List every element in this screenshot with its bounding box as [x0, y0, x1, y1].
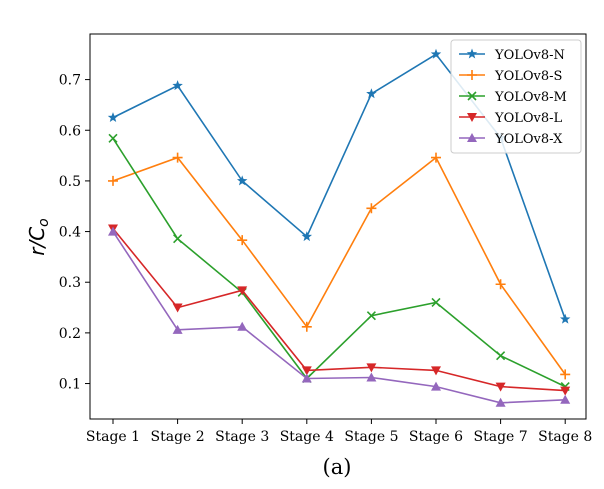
- x-tick-label: Stage 4: [280, 429, 334, 445]
- legend-label: YOLOv8-X: [494, 132, 563, 147]
- data-point: [301, 366, 312, 376]
- axis-ticks: Stage 1 Stage 2 Stage 3 Stage 4 Stage 5 Stage…: [59, 73, 593, 445]
- y-tick-label: 0.3: [59, 275, 81, 291]
- data-point: [559, 313, 571, 324]
- y-tick-label: 0.5: [59, 174, 81, 190]
- data-point: [236, 175, 248, 186]
- data-point: [431, 297, 441, 308]
- data-point: [467, 70, 477, 80]
- series-line: [112, 137, 566, 388]
- data-point: [496, 351, 506, 361]
- data-point: [430, 48, 442, 59]
- data-point: [466, 48, 478, 59]
- data-point: [560, 386, 571, 396]
- data-point: [366, 363, 377, 373]
- data-point: [366, 372, 377, 382]
- data-point: [237, 286, 248, 296]
- data-point: [431, 152, 441, 163]
- series-line: [112, 227, 566, 392]
- x-tick-label: Stage 2: [151, 429, 205, 445]
- data-point: [366, 311, 376, 321]
- legend: YOLOv8-N YOLOv8-S YOLOv8-M YOLOv8-L YOLOv8-X: [450, 39, 582, 154]
- data-point: [301, 231, 313, 242]
- data-point: [495, 382, 506, 392]
- data-point: [172, 152, 183, 163]
- data-point: [467, 113, 477, 122]
- data-point: [560, 369, 571, 380]
- y-tick-label: 0.6: [59, 123, 81, 139]
- legend-label: YOLOv8-L: [494, 111, 563, 126]
- data-point: [108, 226, 118, 236]
- y-tick-label: 0.4: [59, 225, 81, 241]
- data-point: [172, 80, 183, 91]
- series-yolov8-l: [108, 224, 571, 396]
- data-point: [108, 175, 118, 186]
- data-point: [107, 112, 119, 123]
- y-axis-label-sub: o: [36, 218, 52, 227]
- x-tick-label: Stage 6: [409, 429, 463, 445]
- series-yolov8-x: [108, 226, 571, 407]
- data-point: [172, 324, 183, 334]
- y-tick-label: 0.7: [59, 73, 81, 89]
- legend-box: [450, 39, 582, 154]
- data-point: [431, 366, 441, 376]
- data-point: [366, 88, 377, 99]
- data-point: [172, 303, 183, 313]
- x-tick-label: Stage 3: [215, 429, 269, 445]
- legend-label: YOLOv8-S: [494, 69, 562, 84]
- series-line: [112, 231, 566, 404]
- data-point: [237, 235, 248, 246]
- y-axis-label: r/Co: [25, 218, 52, 256]
- data-point: [301, 373, 312, 383]
- data-point: [495, 279, 506, 290]
- data-point: [301, 321, 312, 332]
- y-tick-label: 0.1: [59, 377, 81, 393]
- data-point: [366, 203, 377, 214]
- series-line: [112, 156, 566, 375]
- figure-caption: (a): [323, 455, 352, 479]
- x-tick-label: Stage 1: [86, 429, 140, 445]
- data-point: [560, 394, 571, 404]
- plot-frame: [89, 33, 587, 420]
- series-yolov8-s: [108, 152, 571, 380]
- data-point: [431, 381, 441, 391]
- legend-label: YOLOv8-N: [494, 48, 565, 63]
- x-tick-label: Stage 8: [538, 429, 592, 445]
- data-point: [108, 133, 118, 143]
- y-axis-label-r: r/C: [25, 227, 49, 256]
- data-point: [467, 91, 477, 101]
- series-yolov8-m: [108, 133, 570, 392]
- legend-item: YOLOv8-S: [459, 69, 562, 84]
- x-tick-label: Stage 5: [344, 429, 398, 445]
- x-tick-label: Stage 7: [474, 429, 528, 445]
- legend-label: YOLOv8-M: [494, 90, 567, 105]
- data-point: [467, 133, 477, 142]
- legend-item: YOLOv8-N: [459, 48, 565, 63]
- legend-item: YOLOv8-M: [459, 90, 567, 105]
- data-point: [173, 234, 183, 244]
- y-tick-label: 0.2: [59, 326, 81, 342]
- data-point: [495, 397, 506, 407]
- legend-item: YOLOv8-X: [459, 132, 563, 147]
- data-point: [237, 321, 248, 331]
- legend-item: YOLOv8-L: [459, 111, 563, 126]
